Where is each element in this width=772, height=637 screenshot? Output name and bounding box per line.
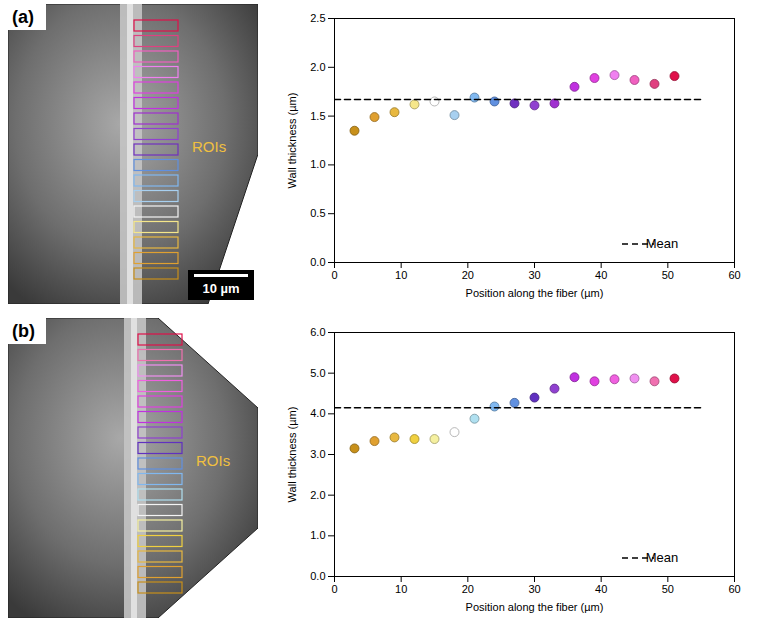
svg-text:5.0: 5.0	[310, 367, 325, 379]
svg-text:6.0: 6.0	[310, 326, 325, 338]
svg-text:30: 30	[528, 583, 540, 595]
svg-text:0.5: 0.5	[310, 207, 325, 219]
svg-text:ROIs: ROIs	[192, 138, 226, 155]
svg-text:Position along the fiber (µm): Position along the fiber (µm)	[466, 601, 604, 613]
svg-text:1.0: 1.0	[310, 529, 325, 541]
svg-text:Mean: Mean	[646, 236, 679, 251]
svg-text:Position along the fiber (µm): Position along the fiber (µm)	[466, 287, 604, 299]
svg-text:40: 40	[595, 583, 607, 595]
svg-text:Wall thickness (µm): Wall thickness (µm)	[286, 93, 298, 189]
svg-text:10: 10	[395, 583, 407, 595]
svg-text:60: 60	[728, 269, 740, 281]
svg-text:4.0: 4.0	[310, 407, 325, 419]
svg-text:40: 40	[595, 269, 607, 281]
svg-text:(a): (a)	[12, 7, 34, 27]
svg-text:50: 50	[662, 269, 674, 281]
svg-text:(b): (b)	[12, 321, 35, 341]
svg-text:3.0: 3.0	[310, 448, 325, 460]
svg-text:60: 60	[728, 583, 740, 595]
svg-text:1.0: 1.0	[310, 158, 325, 170]
svg-text:2.0: 2.0	[310, 489, 325, 501]
svg-text:20: 20	[462, 269, 474, 281]
svg-text:0.0: 0.0	[310, 570, 325, 582]
svg-text:20: 20	[462, 583, 474, 595]
svg-text:1.5: 1.5	[310, 110, 325, 122]
svg-text:30: 30	[528, 269, 540, 281]
svg-text:10: 10	[395, 269, 407, 281]
svg-text:0: 0	[331, 583, 337, 595]
svg-text:0.0: 0.0	[310, 256, 325, 268]
svg-text:50: 50	[662, 583, 674, 595]
svg-text:0: 0	[331, 269, 337, 281]
svg-text:ROIs: ROIs	[196, 452, 230, 469]
svg-text:2.0: 2.0	[310, 61, 325, 73]
svg-text:Wall thickness (µm): Wall thickness (µm)	[286, 407, 298, 503]
svg-text:10 µm: 10 µm	[202, 281, 239, 296]
svg-text:Mean: Mean	[646, 550, 679, 565]
svg-text:2.5: 2.5	[310, 12, 325, 24]
